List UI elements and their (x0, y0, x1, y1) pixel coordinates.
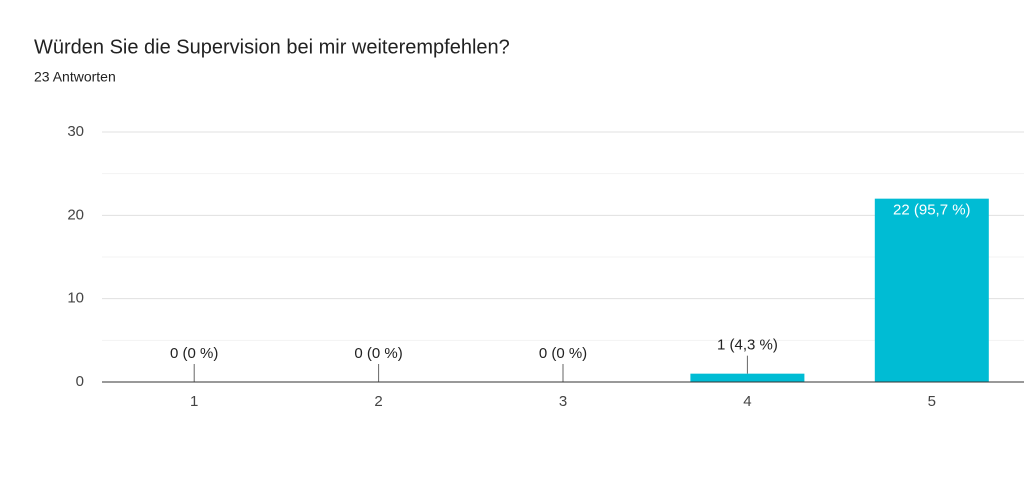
y-tick-label: 20 (67, 206, 84, 223)
bar (690, 373, 805, 382)
x-tick-label: 3 (559, 393, 567, 410)
x-tick-label: 1 (190, 393, 198, 410)
value-label: 0 (0 %) (539, 345, 587, 362)
x-tick-label: 5 (928, 393, 936, 410)
chart-subtitle: 23 Antworten (34, 69, 116, 85)
value-label: 1 (4,3 %) (717, 337, 778, 354)
value-label: 0 (0 %) (354, 345, 402, 362)
y-tick-label: 0 (76, 373, 84, 390)
x-tick-label: 2 (374, 393, 382, 410)
chart-title: Würden Sie die Supervision bei mir weite… (34, 36, 510, 58)
value-label: 22 (95,7 %) (893, 202, 971, 219)
y-tick-label: 10 (67, 290, 84, 307)
value-label: 0 (0 %) (170, 345, 218, 362)
bar (874, 198, 989, 382)
y-tick-label: 30 (67, 123, 84, 140)
x-tick-label: 4 (743, 393, 751, 410)
